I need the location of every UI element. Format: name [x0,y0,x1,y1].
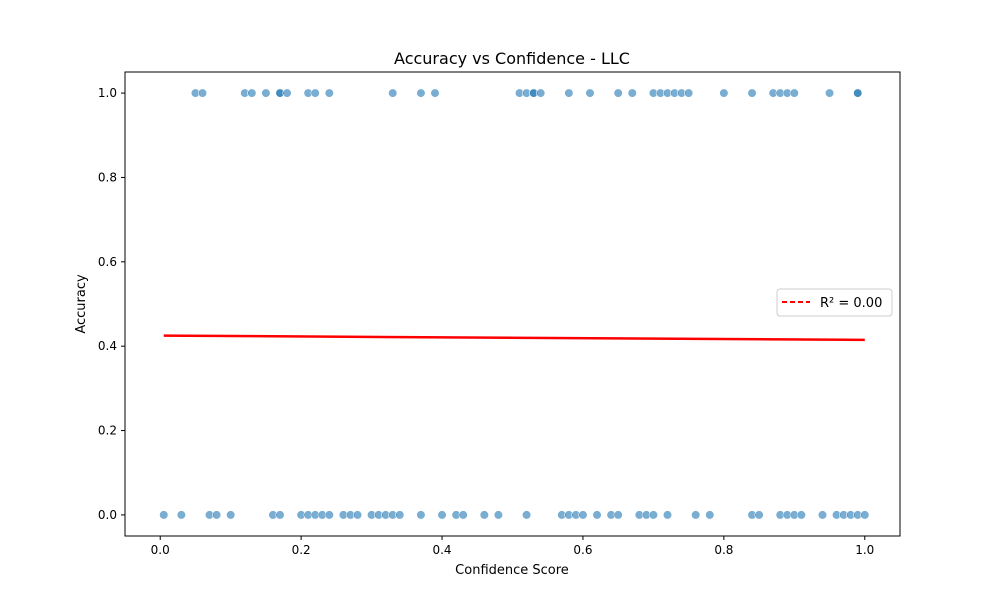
data-point [388,88,398,98]
data-point [796,510,806,520]
x-tick-label: 0.8 [714,543,733,557]
data-point [310,88,320,98]
y-tick-label: 0.0 [98,508,117,522]
data-point [754,510,764,520]
y-axis: 0.0 0.2 0.4 0.6 0.8 1.0 [98,86,125,522]
data-point [747,88,757,98]
chart-title: Accuracy vs Confidence - LLC [394,49,630,68]
x-tick-label: 1.0 [855,543,874,557]
y-tick-label: 0.2 [98,424,117,438]
data-point [324,88,334,98]
data-point [226,510,236,520]
data-point [824,88,835,98]
data-point [817,510,828,520]
data-point [430,88,440,98]
data-point [275,510,285,520]
data-point [352,510,363,520]
legend: R² = 0.00 [776,288,893,317]
data-point [536,88,546,98]
data-point [395,510,405,520]
data-point [578,510,588,520]
data-point [627,88,637,98]
data-point [324,510,334,520]
data-point [705,510,715,520]
x-axis-label: Confidence Score [455,563,569,578]
x-tick-label: 0.0 [151,543,170,557]
x-tick-label: 0.6 [573,543,592,557]
y-tick-label: 0.8 [98,170,117,184]
data-point [261,88,271,98]
data-point [613,510,623,520]
data-point [684,88,694,98]
plot-area [159,88,870,520]
x-axis: 0.0 0.2 0.4 0.6 0.8 1.0 [151,536,874,557]
x-tick-label: 0.2 [292,543,311,557]
y-tick-label: 1.0 [98,86,117,100]
y-axis-label: Accuracy [74,274,89,334]
data-point [416,510,426,520]
legend-frame [776,288,893,317]
data-point [853,88,863,98]
data-point [437,510,447,520]
data-point [521,510,532,520]
data-point [493,510,504,520]
data-point [585,88,595,98]
data-point [691,510,701,520]
data-point [282,88,292,98]
data-point [860,510,870,520]
fit-line [163,334,865,342]
data-point [458,510,468,520]
data-point [564,88,574,98]
data-point [789,88,799,98]
data-point [648,510,659,520]
data-point [247,88,257,98]
data-point [211,510,222,520]
data-point [719,88,729,98]
axes-frame [124,71,901,537]
data-point [479,510,489,520]
data-point [176,510,186,520]
data-point [159,510,169,520]
data-point [592,510,602,520]
y-tick-label: 0.4 [98,339,117,353]
y-tick-label: 0.6 [98,255,117,269]
data-point [197,88,208,98]
x-tick-label: 0.4 [432,543,451,557]
data-point [416,88,426,98]
legend-fit-line-label: R² = 0.00 [820,296,882,311]
data-point [613,88,623,98]
data-point [662,510,673,520]
